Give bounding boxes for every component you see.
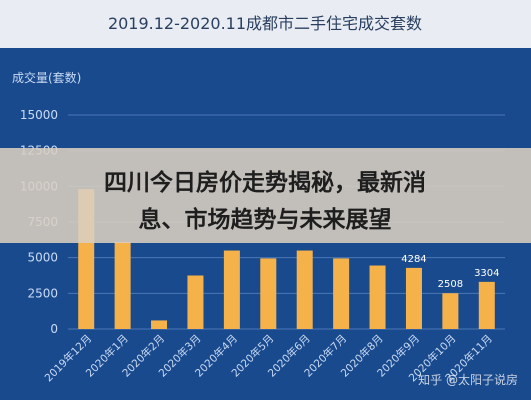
y-tick-label-6: 15000 — [20, 108, 58, 122]
bar-11 — [478, 281, 495, 329]
data-label-10: 2508 — [438, 279, 463, 290]
banner-line-2: 息、市场趋势与未来展望 — [139, 206, 392, 233]
watermark: 知乎 @太阳子说房 — [418, 372, 518, 387]
bars — [78, 189, 495, 329]
banner-line-1: 四川今日房价走势揭秘，最新消 — [104, 169, 426, 196]
banner-background — [0, 148, 531, 243]
y-tick-label-0: 0 — [50, 322, 58, 336]
title-banner: 四川今日房价走势揭秘，最新消 息、市场趋势与未来展望 — [0, 148, 531, 243]
y-tick-label-1: 2500 — [27, 286, 58, 300]
data-labels: 4284 2508 3304 — [401, 254, 499, 290]
y-tick-label-2: 5000 — [27, 251, 58, 265]
bar-10 — [442, 293, 459, 329]
bar-4 — [223, 250, 240, 329]
bar-7 — [333, 258, 350, 329]
chart-title: 2019.12-2020.11成都市二手住宅成交套数 — [108, 14, 422, 33]
bar-3 — [187, 275, 204, 329]
data-label-9: 4284 — [401, 254, 426, 265]
y-axis-label: 成交量(套数) — [12, 70, 81, 85]
bar-1 — [114, 241, 131, 329]
bar-6 — [296, 250, 313, 329]
bar-9 — [405, 267, 422, 329]
title-band — [0, 0, 531, 48]
bar-2 — [151, 320, 168, 329]
data-label-11: 3304 — [474, 268, 499, 279]
bar-5 — [260, 258, 277, 329]
bar-8 — [369, 265, 386, 329]
